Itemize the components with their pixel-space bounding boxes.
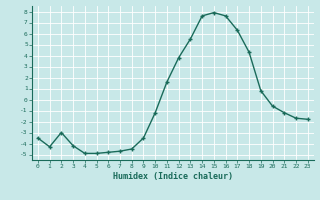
X-axis label: Humidex (Indice chaleur): Humidex (Indice chaleur) <box>113 172 233 181</box>
